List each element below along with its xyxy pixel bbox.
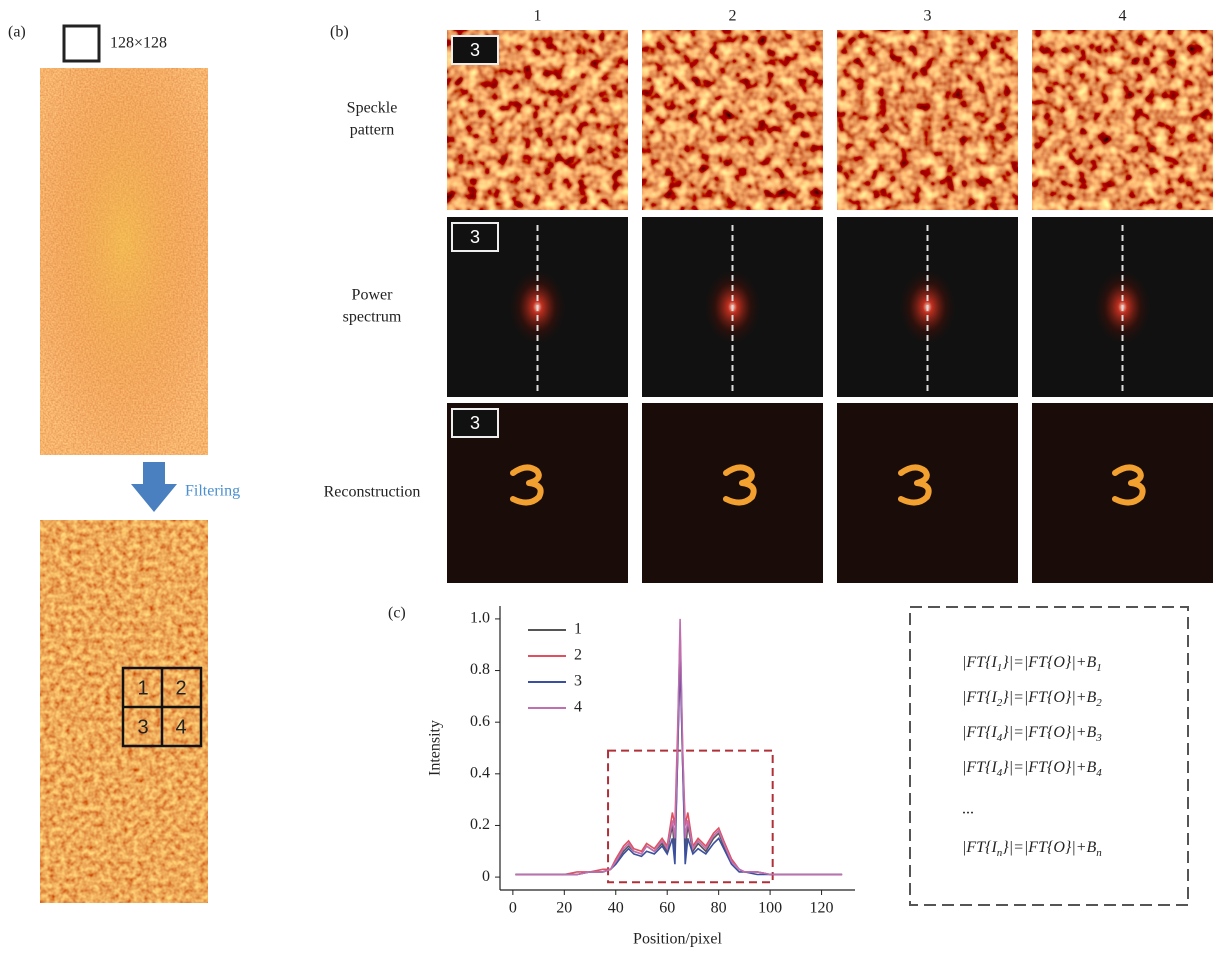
y-tick-label: 0	[482, 868, 490, 885]
equation-part: 1	[1096, 662, 1102, 674]
x-tick-label: 20	[556, 900, 572, 917]
figure: (a) 128×128 Filtering 1 2 3 4 (b) 1 2 3 4 Sp…	[0, 0, 1216, 952]
filter-label: Filtering	[185, 483, 240, 500]
equation-part: }|=|FT{O}|+B	[1002, 654, 1096, 671]
x-tick-label: 0	[509, 900, 517, 917]
chart: 0 20 40 60 80 100 120 0 0.2 0.4 0.6 0.8 1.0 Position/…	[427, 606, 855, 948]
equation: |FT{I4}|=|FT{O}|+B3	[962, 724, 1102, 744]
ellipsis: ...	[962, 801, 974, 818]
x-tick-label: 120	[810, 900, 834, 917]
row-label: spectrum	[343, 309, 402, 326]
column-label: 1	[534, 8, 542, 25]
equation-part: 3	[1095, 732, 1102, 744]
legend-label: 4	[574, 699, 582, 716]
x-axis-label: Position/pixel	[633, 931, 722, 948]
equation-part: |FT{I	[962, 839, 997, 856]
grid-label: 1	[137, 677, 148, 699]
reconstruction-image	[642, 403, 823, 583]
equation: |FT{I2}|=|FT{O}|+B2	[962, 689, 1102, 709]
equation-part: |FT{I	[962, 654, 997, 671]
arrow	[131, 462, 177, 512]
column-label: 3	[924, 8, 932, 25]
y-tick-label: 1.0	[470, 610, 490, 627]
equation: |FT{In}|=|FT{O}|+Bn	[962, 839, 1102, 859]
equation-part: |FT{I	[962, 724, 997, 741]
y-tick-label: 0.8	[470, 661, 490, 678]
grid-label: 3	[137, 716, 148, 738]
panel-label: (b)	[330, 24, 349, 41]
equation: |FT{I4}|=|FT{O}|+B4	[962, 759, 1102, 779]
row-label: Power	[352, 287, 394, 304]
row-label: Reconstruction	[324, 484, 421, 501]
equation-part: |FT{I	[962, 689, 997, 706]
inset-label: 3	[470, 227, 480, 247]
column-label: 4	[1119, 8, 1127, 25]
size-icon	[64, 26, 99, 61]
x-tick-label: 60	[659, 900, 675, 917]
speckle-image	[837, 30, 1018, 210]
equations: |FT{I1}|=|FT{O}|+B1|FT{I2}|=|FT{O}|+B2|F…	[962, 654, 1102, 859]
reconstruction-image	[1032, 403, 1213, 583]
row-label: Speckle	[347, 100, 398, 117]
legend-label: 1	[574, 621, 582, 638]
highlight-box	[608, 751, 773, 883]
y-tick-label: 0.4	[470, 764, 490, 781]
column-label: 2	[729, 8, 737, 25]
equation: |FT{I1}|=|FT{O}|+B1	[962, 654, 1102, 674]
speckle-image	[642, 30, 823, 210]
equation-part: n	[1096, 847, 1102, 859]
size-label: 128×128	[110, 35, 167, 52]
raw-image-glow	[40, 68, 208, 455]
inset-label: 3	[470, 413, 480, 433]
equation-part: 4	[1096, 767, 1102, 779]
series-line	[515, 619, 842, 875]
y-axis-label: Intensity	[427, 720, 444, 776]
y-tick-label: 0.6	[470, 713, 490, 730]
equation-part: 2	[1096, 697, 1102, 709]
equation-part: }|=|FT{O}|+B	[1002, 724, 1096, 741]
row-label: pattern	[350, 122, 394, 139]
x-tick-label: 100	[758, 900, 782, 917]
equation-part: }|=|FT{O}|+B	[1002, 839, 1096, 856]
image-grid: 1 2 3 4 Speckle pattern Power spectrum Reconstru…	[324, 8, 1213, 583]
x-tick-label: 40	[608, 900, 624, 917]
equation-part: }|=|FT{O}|+B	[1002, 689, 1096, 706]
panel-label: (a)	[8, 24, 26, 41]
legend-label: 2	[574, 647, 582, 664]
legend-label: 3	[574, 673, 582, 690]
equation-part: }|=|FT{O}|+B	[1002, 759, 1096, 776]
grid-label: 2	[175, 677, 186, 699]
y-tick-label: 0.2	[470, 816, 490, 833]
inset-label: 3	[470, 40, 480, 60]
x-tick-label: 80	[711, 900, 727, 917]
panel-label: (c)	[388, 605, 406, 622]
equation-part: |FT{I	[962, 759, 997, 776]
speckle-image	[1032, 30, 1213, 210]
equation-box	[910, 607, 1188, 905]
grid-label: 4	[175, 716, 186, 738]
